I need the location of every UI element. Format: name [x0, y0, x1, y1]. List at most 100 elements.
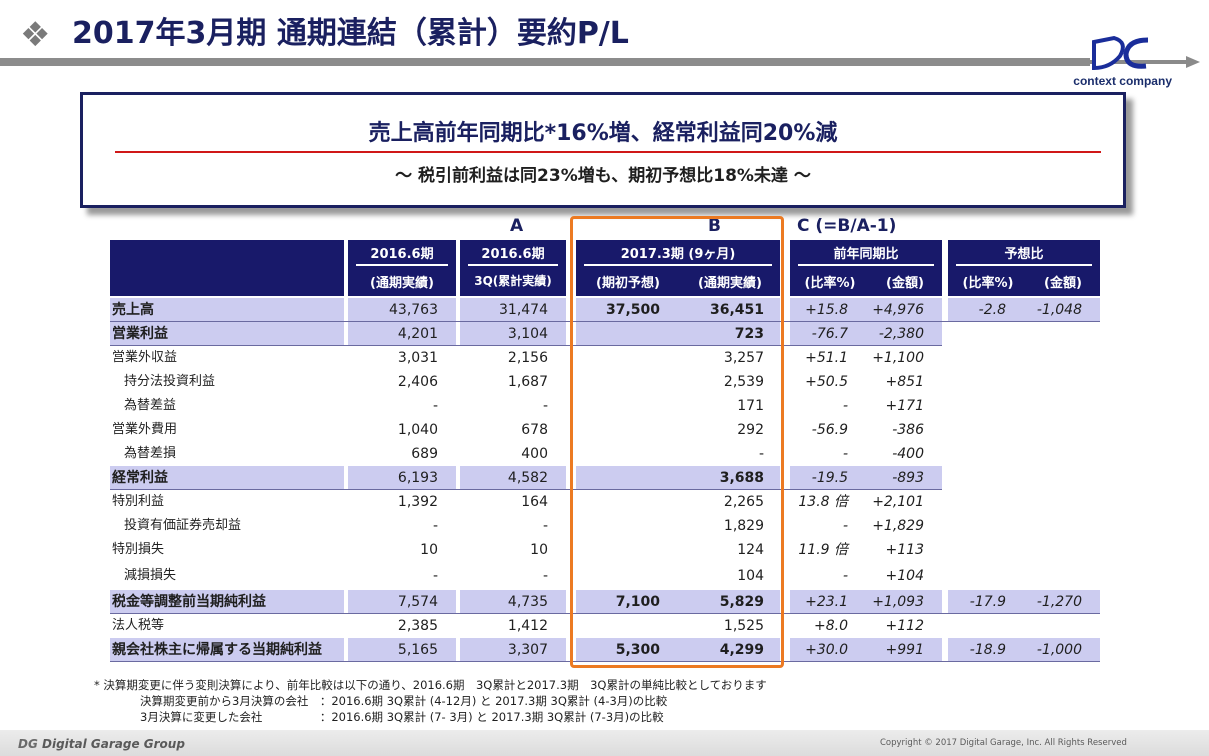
- row-band: [110, 638, 344, 661]
- row-band: [460, 298, 566, 321]
- cell-actual: 3,257: [723, 350, 764, 366]
- cell-yoy-rate: +23.1: [805, 594, 848, 610]
- cell-actual: 2,539: [723, 374, 764, 390]
- note-line-3: 3月決算に変更した会社 ：2016.6期 3Q累計 (7- 3月) と 2017…: [140, 710, 664, 724]
- cell-yoy-rate: -: [842, 568, 848, 584]
- cell-yoy-amt: +112: [885, 618, 924, 634]
- page-title: 2017年3月期 通期連結（累計）要約P/L: [72, 16, 629, 51]
- cell-fc-amt: -1,048: [1036, 302, 1082, 318]
- header-unit-cell: [110, 240, 344, 296]
- cell-fy2016: 4,201: [397, 326, 438, 342]
- row-band: [460, 590, 566, 613]
- cell-yoy-amt: +4,976: [872, 302, 924, 318]
- cell-fy2016: 689: [411, 446, 438, 462]
- cell-q3: 4,582: [507, 470, 548, 486]
- cell-yoy-amt: +2,101: [872, 494, 924, 510]
- row-band: [576, 298, 780, 321]
- row-band: [110, 590, 344, 613]
- cell-q3: 2,156: [507, 350, 548, 366]
- header-fc-top: 予想比: [1004, 247, 1044, 262]
- row-label: 特別損失: [112, 542, 165, 557]
- header-q3-top: 2016.6期: [481, 247, 545, 262]
- header-yoy-top: 前年同期比: [833, 247, 899, 262]
- cell-fy2016: 1,040: [397, 422, 438, 438]
- header-fc-rate: (比率%): [962, 276, 1014, 291]
- row-label: 減損損失: [124, 568, 177, 583]
- diamond-bullet-icon: ❖: [20, 15, 51, 55]
- cell-q3: -: [542, 568, 548, 584]
- cell-yoy-rate: +8.0: [814, 618, 848, 634]
- header-underline: [584, 264, 772, 266]
- cell-actual: 1,829: [723, 518, 764, 534]
- cell-plan: 7,100: [615, 594, 660, 610]
- cell-actual: 104: [737, 568, 764, 584]
- row-label: 投資有価証券売却益: [124, 518, 242, 533]
- row-label: 営業外費用: [112, 422, 178, 437]
- row-band: [576, 590, 780, 613]
- header-underline: [356, 264, 448, 266]
- cell-plan: 37,500: [605, 302, 660, 318]
- cell-fy2016: 6,193: [397, 470, 438, 486]
- row-band: [790, 466, 942, 489]
- row-band: [460, 466, 566, 489]
- row-band: [110, 466, 344, 489]
- cell-q3: 1,412: [507, 618, 548, 634]
- header-underline: [468, 264, 558, 266]
- summary-divider: [115, 151, 1101, 153]
- row-label: 法人税等: [112, 618, 165, 633]
- cell-fc-rate: -18.9: [969, 642, 1006, 658]
- row-band: [460, 322, 566, 345]
- dg-mark-icon: DG: [18, 737, 42, 751]
- footer-copyright: Copyright © 2017 Digital Garage, Inc. Al…: [880, 738, 1127, 748]
- cell-actual: 124: [737, 542, 764, 558]
- cell-fy2016: 2,385: [397, 618, 438, 634]
- header-fy2017: 2017.3期 (9ヶ月) (期初予想) (通期実績): [576, 240, 780, 296]
- row-band: [790, 590, 942, 613]
- cell-yoy-rate: -: [842, 518, 848, 534]
- header-underline: [798, 264, 934, 266]
- footer-brand: DG Digital Garage Group: [18, 737, 185, 751]
- cell-fc-rate: -2.8: [978, 302, 1006, 318]
- row-band: [348, 322, 456, 345]
- column-letter-a: A: [510, 216, 524, 236]
- cell-q3: 31,474: [499, 302, 548, 318]
- header-yoy-rate: (比率%): [804, 276, 856, 291]
- row-label: 特別利益: [112, 494, 165, 509]
- row-label: 為替差損: [124, 446, 177, 461]
- row-band: [576, 466, 780, 489]
- header-yoy-amt: (金額): [886, 276, 924, 291]
- row-band: [110, 298, 344, 321]
- cell-fy2016: -: [432, 398, 438, 414]
- row-band: [348, 466, 456, 489]
- cell-yoy-amt: +171: [885, 398, 924, 414]
- cell-yoy-amt: +851: [885, 374, 924, 390]
- row-label: 経常利益: [112, 470, 168, 486]
- logo-tagline: context company: [1073, 74, 1172, 88]
- row-band: [348, 298, 456, 321]
- header-fc-amt: (金額): [1044, 276, 1082, 291]
- header-q3: 2016.6期 3Q(累計実績): [460, 240, 566, 296]
- cell-fc-rate: -17.9: [969, 594, 1006, 610]
- cell-fy2016: 5,165: [397, 642, 438, 658]
- row-label: 税金等調整前当期純利益: [112, 594, 266, 610]
- footer-brand-text: Digital Garage Group: [42, 737, 185, 751]
- header-q3-bot: 3Q(累計実績): [474, 274, 552, 288]
- header-fy2016-top: 2016.6期: [370, 247, 434, 262]
- row-band: [348, 638, 456, 661]
- row-label: 営業外収益: [112, 350, 178, 365]
- header-fy2016: 2016.6期 (通期実績): [348, 240, 456, 296]
- row-separator: [110, 345, 942, 346]
- highlight-frame-b: [570, 216, 784, 668]
- note-line-2: 決算期変更前から3月決算の会社 ：2016.6期 3Q累計 (4-12月) と …: [140, 694, 668, 708]
- cell-yoy-amt: +1,093: [872, 594, 924, 610]
- cell-q3: 3,104: [507, 326, 548, 342]
- column-letter-b: B: [708, 216, 721, 236]
- cell-yoy-rate: +15.8: [805, 302, 848, 318]
- cell-q3: 1,687: [507, 374, 548, 390]
- cell-q3: 678: [521, 422, 548, 438]
- cell-yoy-rate: -: [842, 398, 848, 414]
- cell-yoy-rate: -56.9: [811, 422, 848, 438]
- row-separator: [110, 661, 1100, 662]
- cell-fy2016: 3,031: [397, 350, 438, 366]
- cell-yoy-amt: -2,380: [878, 326, 924, 342]
